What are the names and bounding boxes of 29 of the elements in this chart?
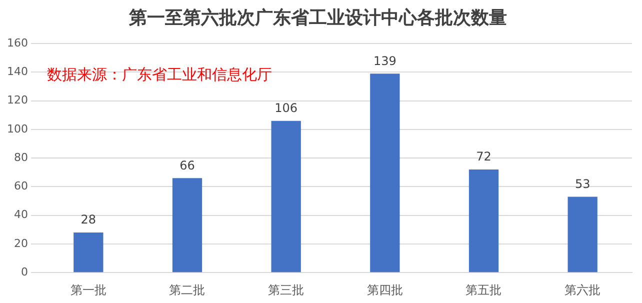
- annotation: 数据来源：广东省工业和信息化厅: [46, 66, 272, 84]
- data-label: 66: [180, 158, 195, 172]
- bar: [370, 74, 400, 272]
- data-label: 53: [574, 176, 590, 191]
- y-tick-label: 100: [6, 122, 28, 136]
- data-label: 139: [373, 54, 396, 68]
- bar: [568, 196, 598, 272]
- data-label: 106: [274, 101, 298, 116]
- data-label: 72: [476, 150, 492, 164]
- x-tick-label: 第二批: [169, 282, 206, 297]
- x-tick-label: 第三批: [268, 282, 304, 297]
- y-tick-label: 140: [6, 65, 28, 78]
- x-tick-label: 第一批: [70, 282, 106, 297]
- y-tick-label: 0: [20, 265, 28, 278]
- x-tick-label: 第四批: [366, 282, 403, 297]
- bar: [468, 170, 499, 272]
- y-tick-label: 40: [14, 208, 28, 222]
- data-label: 28: [80, 212, 96, 227]
- bar: [172, 178, 202, 272]
- y-tick-label: 120: [6, 94, 28, 107]
- bar: [74, 232, 104, 272]
- y-tick-label: 20: [14, 236, 28, 250]
- x-tick-label: 第五批: [466, 282, 502, 297]
- bar: [271, 120, 301, 272]
- y-tick-label: 60: [14, 180, 28, 193]
- y-tick-label: 80: [14, 150, 28, 164]
- chart-title: 第一至第六批次广东省工业设计中心各批次数量: [128, 7, 507, 28]
- y-tick-label: 160: [6, 36, 28, 50]
- x-tick-label: 第六批: [564, 282, 601, 297]
